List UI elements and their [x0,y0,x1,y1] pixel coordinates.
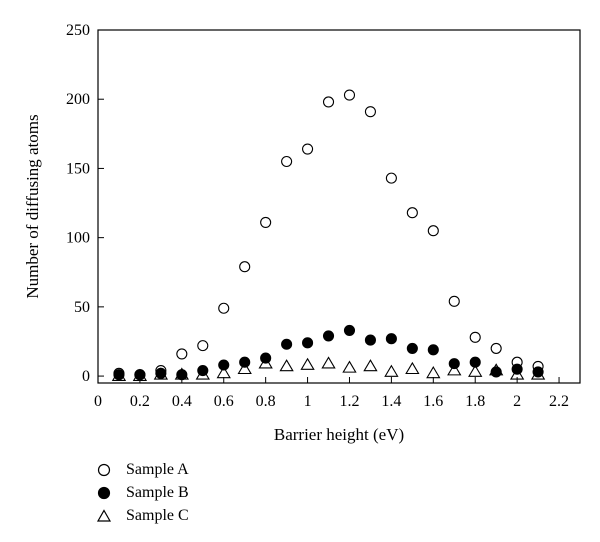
y-tick-label: 100 [66,230,90,247]
data-point-sample-c [530,367,546,380]
legend-label-sample-b: Sample B [126,483,189,501]
data-point-sample-a [406,207,418,219]
x-tick-label: 1.2 [339,393,359,410]
y-tick-label: 50 [74,299,90,316]
data-point-sample-a [343,89,356,101]
data-point-sample-b [322,330,335,342]
legend-item-sample-c: Sample C [96,504,189,527]
plot-border [97,29,581,384]
data-point-sample-c [384,364,399,377]
data-point-sample-c [405,361,420,375]
data-point-sample-b [469,356,481,368]
data-point-sample-a [448,295,460,307]
data-point-sample-a [281,155,293,168]
data-point-sample-b [385,333,397,345]
data-point-sample-a [427,225,439,237]
data-point-sample-b [281,338,293,350]
legend-item-sample-a: Sample A [96,458,189,481]
data-point-sample-a [218,302,230,314]
data-point-sample-a [176,348,188,360]
data-point-sample-c [237,361,252,375]
data-points [111,89,546,381]
x-tick-label: 0 [94,393,102,410]
data-point-sample-b [343,324,356,336]
x-tick-label: 0.4 [172,393,192,410]
legend: Sample A Sample B Sample C [96,458,189,527]
y-tick-label: 250 [66,22,90,39]
data-point-sample-c [195,367,210,380]
data-point-sample-b [134,369,146,381]
open-circle-icon [97,463,111,476]
data-point-sample-a [302,143,314,155]
x-axis-label: Barrier height (eV) [274,425,404,444]
data-point-sample-c [132,368,148,381]
data-point-sample-a [239,261,251,273]
x-tick-label: 0.2 [130,393,150,410]
y-axis-ticks: 0 50 100 150 200 250 [66,22,104,385]
data-point-sample-c [279,359,294,372]
legend-item-sample-b: Sample B [96,481,189,504]
data-point-sample-a [490,342,502,354]
x-tick-label: 1.4 [381,393,401,410]
y-tick-label: 0 [82,368,90,385]
x-tick-label: 0.8 [256,393,276,410]
filled-circle-icon [97,486,111,499]
x-tick-label: 1.8 [465,393,485,410]
y-axis-label: Number of diffusing atoms [23,114,42,298]
y-tick-label: 150 [66,160,90,177]
x-tick-label: 1 [304,393,312,410]
x-tick-label: 2.2 [549,393,569,410]
data-point-sample-b [427,344,439,356]
legend-label-sample-c: Sample C [126,506,189,524]
data-point-sample-c [489,363,504,376]
data-point-sample-c [509,367,525,380]
data-point-sample-a [197,340,209,352]
data-point-sample-b [218,359,230,371]
scatter-chart: 0 0.2 0.4 0.6 0.8 1 1.2 1.4 1.6 1.8 2 2.2 0 50 100 150… [23,22,581,444]
data-point-sample-c [321,356,336,369]
y-tick-label: 200 [66,91,90,108]
data-point-sample-c [447,363,462,376]
data-point-sample-c [300,357,315,370]
data-point-sample-c [258,356,273,369]
data-point-sample-a [322,96,335,108]
data-point-sample-c [426,366,441,379]
x-tick-label: 0.6 [214,393,234,410]
data-point-sample-b [302,337,314,349]
data-point-sample-b [155,367,167,379]
data-point-sample-c [153,367,169,380]
data-point-sample-c [216,366,231,379]
legend-label-sample-a: Sample A [126,460,189,478]
data-point-sample-c [111,368,127,381]
data-point-sample-b [364,334,376,346]
data-point-sample-a [260,216,272,228]
data-point-sample-b [113,369,125,381]
plot-frame [97,29,581,384]
x-tick-label: 2 [513,393,521,410]
open-triangle-icon [96,508,112,522]
data-point-sample-c [174,367,189,380]
data-point-sample-b [532,366,544,378]
x-axis-ticks: 0 0.2 0.4 0.6 0.8 1 1.2 1.4 1.6 1.8 2 2.2 [94,377,569,410]
x-tick-label: 1.6 [423,393,443,410]
data-point-sample-b [406,342,418,354]
data-point-sample-c [363,359,378,372]
data-point-sample-c [468,364,483,377]
data-point-sample-a [385,172,397,184]
data-point-sample-c [342,360,357,373]
data-point-sample-a [469,331,481,343]
data-point-sample-a [364,106,376,118]
